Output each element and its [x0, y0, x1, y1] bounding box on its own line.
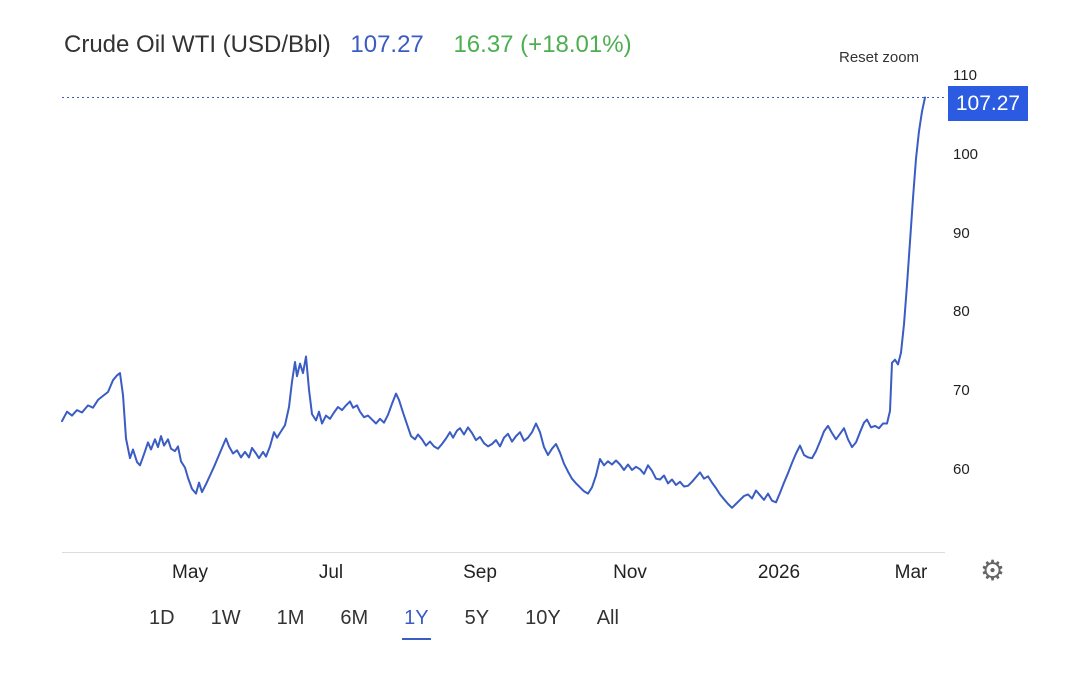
range-button-5y[interactable]: 5Y [463, 607, 491, 640]
chart-header: Crude Oil WTI (USD/Bbl) 107.27 16.37 (+1… [64, 31, 632, 59]
range-button-1d[interactable]: 1D [147, 607, 177, 640]
y-axis-label: 100 [953, 145, 979, 163]
y-axis-label: 80 [953, 303, 970, 321]
current-price-badge: 107.27 [948, 86, 1028, 121]
price-series-line [61, 96, 926, 509]
range-button-1y[interactable]: 1Y [402, 607, 431, 640]
range-button-1m[interactable]: 1M [275, 607, 307, 640]
range-button-10y[interactable]: 10Y [523, 607, 563, 640]
x-axis-label: Nov [613, 562, 647, 583]
range-button-6m[interactable]: 6M [338, 607, 370, 640]
x-axis-label: Mar [894, 562, 928, 583]
range-selector: 1D 1W 1M 6M 1Y 5Y 10Y All [147, 607, 621, 640]
x-axis-label: May [172, 562, 208, 583]
y-axis-label: 60 [953, 461, 970, 478]
y-axis-label: 70 [953, 382, 970, 400]
range-button-all[interactable]: All [595, 607, 621, 640]
settings-gear-icon[interactable]: ⚙ [974, 556, 1011, 586]
range-button-1w[interactable]: 1W [209, 607, 243, 640]
x-axis-label: Sep [463, 562, 497, 583]
y-axis-label: 90 [953, 224, 970, 242]
y-axis-label: 110 [953, 67, 977, 84]
chart-title: Crude Oil WTI (USD/Bbl) [64, 31, 331, 58]
x-axis-label: Jul [318, 562, 344, 583]
last-price: 107.27 [350, 31, 424, 58]
price-change: 16.37 (+18.01%) [453, 31, 632, 58]
x-axis-label: 2026 [757, 562, 801, 583]
reset-zoom-button[interactable]: Reset zoom [839, 49, 920, 66]
